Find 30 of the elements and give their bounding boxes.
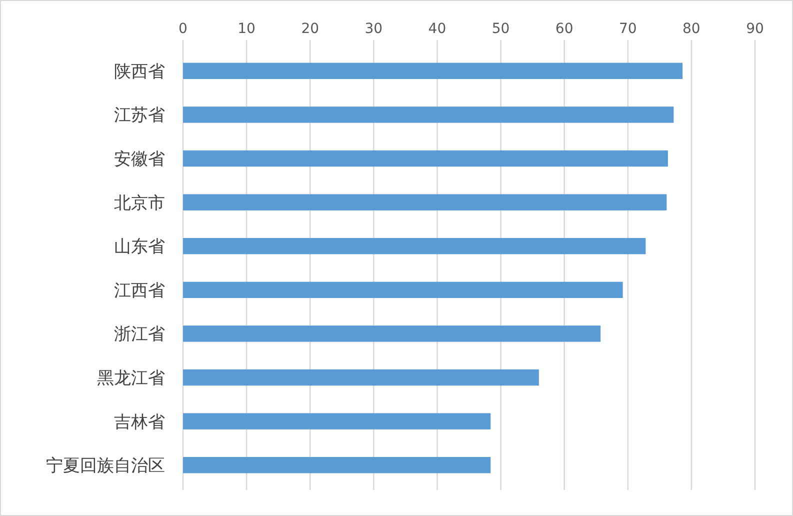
y-tick-label: 江西省: [114, 280, 165, 301]
x-tick-label: 30: [364, 21, 383, 37]
x-tick-label: 40: [428, 21, 446, 37]
x-tick-label: 70: [618, 21, 637, 37]
bar: [183, 456, 491, 474]
x-tick-label: 20: [301, 21, 320, 37]
y-tick-label: 吉林省: [114, 412, 165, 432]
bar: [183, 413, 491, 430]
bar: [183, 326, 601, 342]
y-tick-label: 安徽省: [114, 150, 165, 170]
y-tick-label: 黑龙江省: [97, 368, 165, 388]
y-tick-label: 北京市: [114, 193, 165, 214]
bar: [183, 106, 674, 123]
bar: [183, 150, 668, 167]
y-tick-label: 山东省: [114, 237, 165, 258]
x-tick-label: 90: [746, 21, 764, 37]
y-tick-label: 浙江省: [114, 324, 165, 345]
x-tick-label: 80: [682, 21, 700, 37]
bar: [183, 282, 623, 298]
x-tick-label: 50: [492, 21, 510, 37]
x-tick-label: 10: [238, 21, 256, 37]
y-tick-label: 江苏省: [114, 106, 165, 126]
y-tick-label: 宁夏回族自治区: [46, 456, 165, 476]
bar: [183, 238, 646, 254]
bar: [183, 369, 539, 386]
bar: [183, 194, 667, 210]
x-tick-label: 60: [555, 21, 574, 37]
bar: [183, 62, 683, 80]
x-tick-label: 0: [178, 21, 188, 37]
y-tick-label: 陕西省: [114, 62, 165, 82]
